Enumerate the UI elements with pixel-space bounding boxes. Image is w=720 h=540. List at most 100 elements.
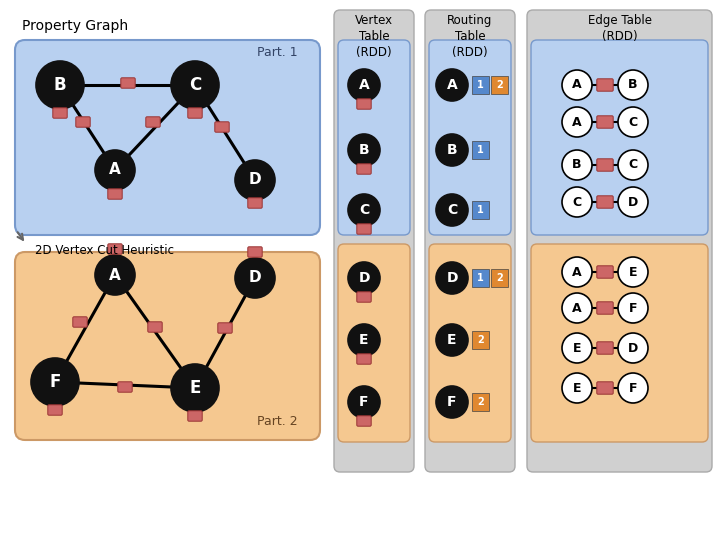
Circle shape xyxy=(562,107,592,137)
Circle shape xyxy=(562,373,592,403)
Bar xyxy=(491,76,508,94)
FancyBboxPatch shape xyxy=(597,196,613,208)
Circle shape xyxy=(618,373,648,403)
Circle shape xyxy=(618,187,648,217)
Circle shape xyxy=(436,324,468,356)
FancyBboxPatch shape xyxy=(145,117,161,127)
FancyBboxPatch shape xyxy=(429,244,511,442)
Bar xyxy=(472,331,489,349)
FancyBboxPatch shape xyxy=(357,354,372,364)
Text: D: D xyxy=(628,341,638,354)
Text: A: A xyxy=(572,78,582,91)
Text: F: F xyxy=(629,381,637,395)
Text: D: D xyxy=(359,271,370,285)
Bar xyxy=(472,269,489,287)
FancyBboxPatch shape xyxy=(73,317,87,327)
Circle shape xyxy=(348,324,380,356)
Circle shape xyxy=(95,150,135,190)
Circle shape xyxy=(436,69,468,101)
Circle shape xyxy=(95,255,135,295)
Text: B: B xyxy=(54,76,66,94)
Text: 1: 1 xyxy=(477,205,484,215)
FancyBboxPatch shape xyxy=(215,122,229,132)
FancyBboxPatch shape xyxy=(248,198,262,208)
FancyBboxPatch shape xyxy=(357,416,372,426)
FancyBboxPatch shape xyxy=(76,117,90,127)
Bar xyxy=(472,76,489,94)
Circle shape xyxy=(171,364,219,412)
Circle shape xyxy=(562,187,592,217)
Circle shape xyxy=(348,194,380,226)
FancyBboxPatch shape xyxy=(148,322,162,332)
FancyBboxPatch shape xyxy=(597,302,613,314)
Text: E: E xyxy=(189,379,201,397)
Text: Vertex
Table
(RDD): Vertex Table (RDD) xyxy=(355,14,393,59)
Circle shape xyxy=(36,61,84,109)
Text: A: A xyxy=(359,78,369,92)
Text: Part. 2: Part. 2 xyxy=(257,415,298,428)
Text: D: D xyxy=(628,195,638,208)
Circle shape xyxy=(618,293,648,323)
Circle shape xyxy=(618,107,648,137)
Text: E: E xyxy=(359,333,369,347)
Text: B: B xyxy=(359,143,369,157)
Text: 1: 1 xyxy=(477,80,484,90)
Text: D: D xyxy=(248,172,261,187)
Text: E: E xyxy=(447,333,456,347)
Circle shape xyxy=(436,262,468,294)
Bar xyxy=(472,201,489,219)
Circle shape xyxy=(171,61,219,109)
Circle shape xyxy=(562,293,592,323)
FancyBboxPatch shape xyxy=(597,79,613,91)
Circle shape xyxy=(348,134,380,166)
Text: A: A xyxy=(572,301,582,314)
FancyBboxPatch shape xyxy=(357,224,372,234)
Text: Edge Table
(RDD): Edge Table (RDD) xyxy=(588,14,652,43)
Circle shape xyxy=(348,262,380,294)
FancyBboxPatch shape xyxy=(218,323,232,333)
Text: 1: 1 xyxy=(477,273,484,283)
Text: 2: 2 xyxy=(496,80,503,90)
FancyBboxPatch shape xyxy=(357,292,372,302)
FancyBboxPatch shape xyxy=(48,405,62,415)
FancyBboxPatch shape xyxy=(597,116,613,128)
Text: F: F xyxy=(359,395,369,409)
Text: 2: 2 xyxy=(496,273,503,283)
Text: C: C xyxy=(629,116,638,129)
FancyBboxPatch shape xyxy=(121,78,135,88)
Text: A: A xyxy=(572,116,582,129)
FancyBboxPatch shape xyxy=(597,382,613,394)
FancyBboxPatch shape xyxy=(108,244,122,254)
Text: C: C xyxy=(447,203,457,217)
Circle shape xyxy=(436,386,468,418)
FancyBboxPatch shape xyxy=(597,159,613,171)
Text: 1: 1 xyxy=(477,145,484,155)
Circle shape xyxy=(562,257,592,287)
FancyBboxPatch shape xyxy=(334,10,414,472)
Bar xyxy=(491,269,508,287)
Circle shape xyxy=(618,333,648,363)
FancyBboxPatch shape xyxy=(597,266,613,278)
FancyBboxPatch shape xyxy=(527,10,712,472)
Circle shape xyxy=(562,70,592,100)
Text: D: D xyxy=(446,271,458,285)
FancyBboxPatch shape xyxy=(357,99,372,109)
Text: E: E xyxy=(572,381,581,395)
FancyBboxPatch shape xyxy=(338,40,410,235)
FancyBboxPatch shape xyxy=(357,164,372,174)
FancyBboxPatch shape xyxy=(53,108,67,118)
Text: C: C xyxy=(629,159,638,172)
Circle shape xyxy=(562,333,592,363)
FancyBboxPatch shape xyxy=(15,40,320,235)
FancyBboxPatch shape xyxy=(531,244,708,442)
Circle shape xyxy=(436,134,468,166)
Circle shape xyxy=(348,69,380,101)
FancyBboxPatch shape xyxy=(597,342,613,354)
FancyBboxPatch shape xyxy=(108,189,122,199)
Bar xyxy=(472,393,489,411)
FancyBboxPatch shape xyxy=(118,382,132,392)
Text: D: D xyxy=(248,271,261,286)
Circle shape xyxy=(618,70,648,100)
Text: C: C xyxy=(189,76,201,94)
Text: 2: 2 xyxy=(477,397,484,407)
